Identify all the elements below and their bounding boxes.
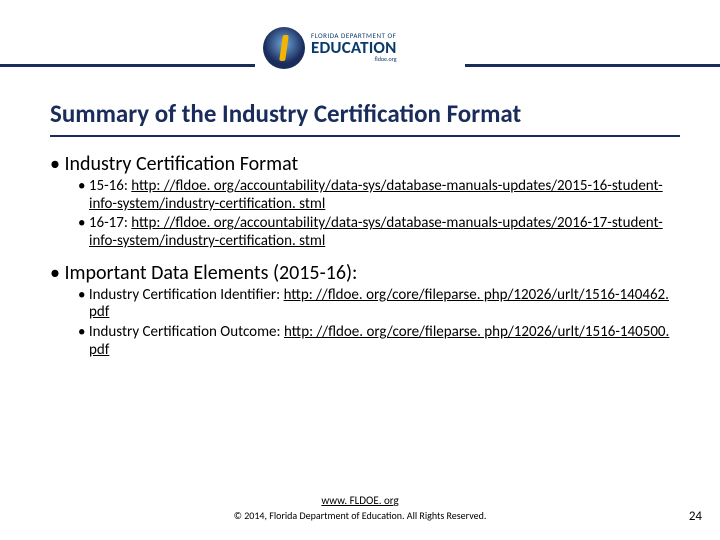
page-title: Summary of the Industry Certification Fo… [50, 98, 680, 137]
page-number: 24 [689, 509, 702, 524]
title-block: Summary of the Industry Certification Fo… [50, 98, 680, 137]
footer-url[interactable]: www. FLDOE. org [0, 494, 720, 507]
link-text[interactable]: http: //fldoe. org/accountability/data-s… [89, 177, 663, 213]
bullet-data-elements: Important Data Elements (2015-16): [50, 261, 680, 285]
bullet-prefix: Industry Certification Identifier: [89, 286, 284, 304]
bullet-prefix: 16-17: [89, 214, 131, 232]
content-body: Industry Certification Format 15-16: htt… [50, 148, 680, 362]
link-text[interactable]: http: //fldoe. org/accountability/data-s… [89, 214, 663, 250]
list-item: 15-16: http: //fldoe. org/accountability… [78, 178, 680, 213]
logo-mark-icon [263, 27, 305, 69]
fldoe-logo: FLORIDA DEPARTMENT OF EDUCATION fldoe.or… [255, 18, 465, 78]
bullet-prefix: 15-16: [89, 177, 131, 195]
list-item: 16-17: http: //fldoe. org/accountability… [78, 215, 680, 250]
list-item: Industry Certification Outcome: http: //… [78, 324, 680, 359]
list-item: Industry Certification Identifier: http:… [78, 287, 680, 322]
bullet-industry-format: Industry Certification Format [50, 152, 680, 176]
footer: www. FLDOE. org © 2014, Florida Departme… [0, 494, 720, 522]
bullet-prefix: Industry Certification Outcome: [89, 323, 284, 341]
footer-copyright: © 2014, Florida Department of Education.… [0, 509, 720, 522]
logo-main: EDUCATION [311, 39, 397, 56]
